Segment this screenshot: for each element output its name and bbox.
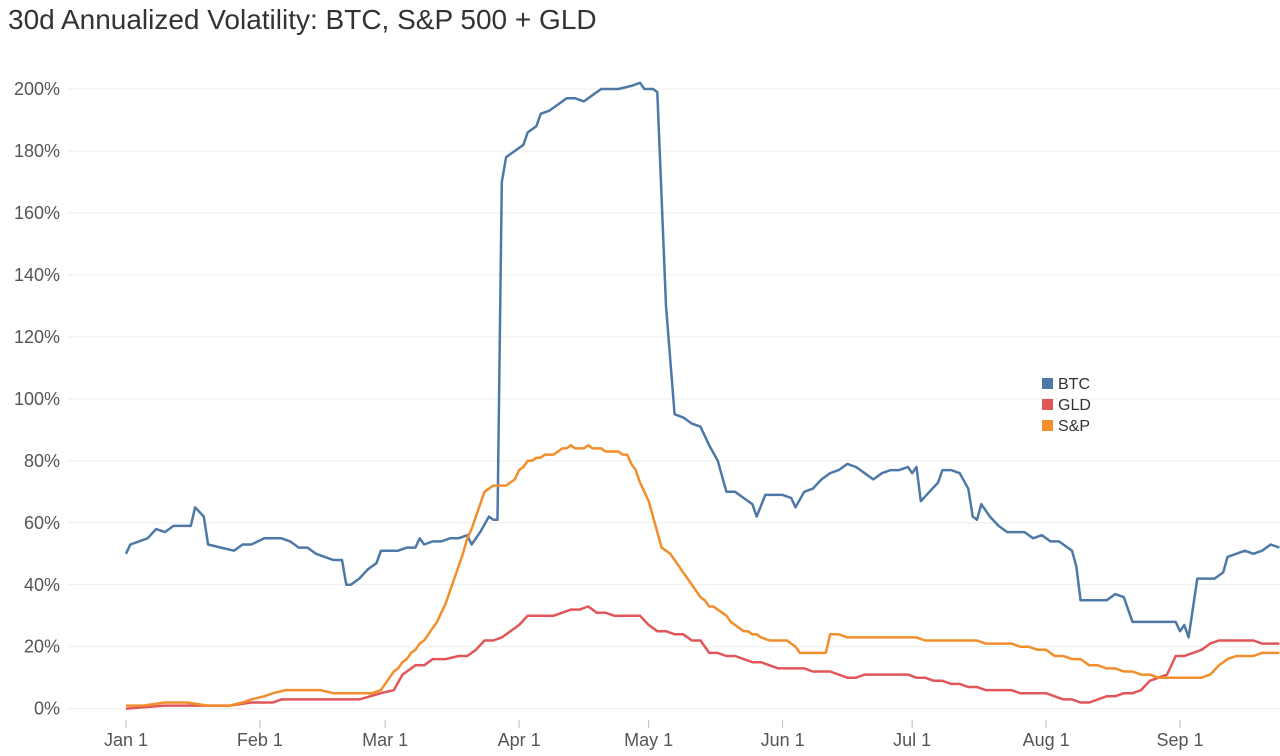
x-tick-label: Sep 1 xyxy=(1156,730,1203,750)
legend-label: BTC xyxy=(1058,376,1090,393)
y-tick-label: 80% xyxy=(24,451,60,471)
legend-swatch xyxy=(1042,420,1053,431)
x-tick-label: Aug 1 xyxy=(1023,730,1070,750)
x-tick-label: Feb 1 xyxy=(237,730,283,750)
legend-label: S&P xyxy=(1058,418,1090,435)
series-line-btc xyxy=(124,81,1280,639)
y-tick-label: 200% xyxy=(14,79,60,99)
y-tick-label: 20% xyxy=(24,637,60,657)
x-tick-label: Jul 1 xyxy=(893,730,931,750)
y-tick-label: 180% xyxy=(14,141,60,161)
series-lines xyxy=(124,81,1280,710)
y-tick-label: 60% xyxy=(24,513,60,533)
series-line-gld xyxy=(125,605,1280,710)
legend-swatch xyxy=(1042,378,1053,389)
axis-ticks: 0% 20% 40% 60% 80% 100% 120% 140% 160% 180% 200% Ja… xyxy=(14,79,1204,750)
legend-label: GLD xyxy=(1058,397,1091,414)
x-tick-label: May 1 xyxy=(624,730,673,750)
x-tick-label: Jun 1 xyxy=(761,730,805,750)
y-tick-label: 100% xyxy=(14,389,60,409)
y-tick-label: 120% xyxy=(14,327,60,347)
y-tick-label: 0% xyxy=(34,699,60,719)
legend: BTC GLD S&P xyxy=(1042,376,1091,435)
gridlines xyxy=(68,88,1280,710)
y-tick-label: 140% xyxy=(14,265,60,285)
x-tick-label: Apr 1 xyxy=(498,730,541,750)
y-tick-label: 40% xyxy=(24,575,60,595)
chart-title: 30d Annualized Volatility: BTC, S&P 500 … xyxy=(8,4,597,35)
legend-swatch xyxy=(1042,399,1053,410)
x-tick-label: Jan 1 xyxy=(104,730,148,750)
series-line-s-p xyxy=(126,444,1280,707)
y-tick-label: 160% xyxy=(14,203,60,223)
x-tick-label: Mar 1 xyxy=(362,730,408,750)
